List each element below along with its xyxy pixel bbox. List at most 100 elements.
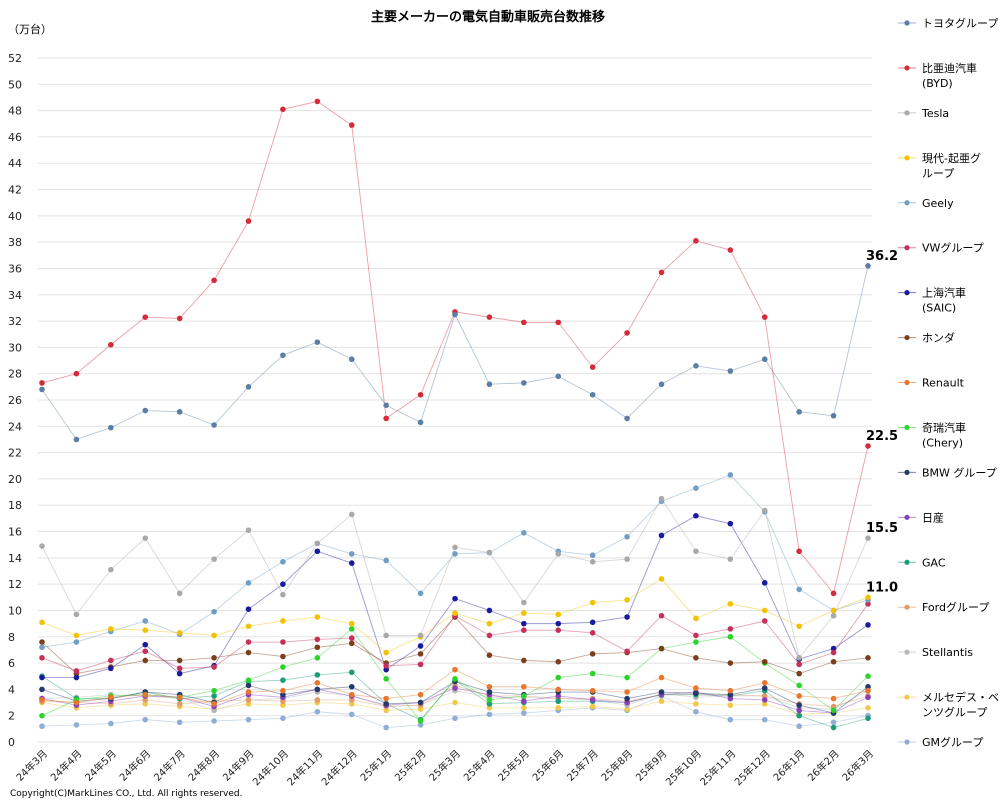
series-line [41,474,869,648]
series-line [41,628,869,722]
data-point [348,560,355,566]
legend-swatch-marker [904,245,910,251]
data-point [73,699,80,706]
data-point [314,614,321,620]
data-point [176,590,183,597]
data-point [383,676,389,682]
data-point [727,691,734,698]
data-point [245,682,252,689]
x-tick-label: 25年3月 [426,747,463,784]
legend-label: 現代-起亜グ [922,151,981,165]
data-point [589,670,596,677]
data-point [589,391,596,398]
copyright-text: Copyright(C)MarkLines CO., Ltd. All righ… [10,789,242,799]
data-point [417,661,424,668]
data-point [314,680,321,686]
data-point [761,618,768,624]
data-point [211,608,217,615]
legend-swatch-marker [904,290,910,296]
series-line [41,497,869,659]
data-point [176,670,183,677]
data-point [830,703,837,710]
data-point [796,693,802,699]
series-layer [39,98,871,731]
data-point [245,701,252,707]
data-point [693,655,699,661]
data-point [521,698,527,705]
y-axis-unit-label: （万台） [8,22,52,36]
series-group [39,698,871,718]
data-point [761,697,768,703]
data-point [486,607,493,614]
data-point [865,694,871,701]
data-point [348,635,355,641]
data-point [280,618,286,624]
data-point [796,702,802,708]
data-point [727,601,734,607]
data-point [348,640,355,647]
x-axis-ticks: 24年3月24年4月24年5月24年6月24年7月24年8月24年9月24年10… [13,747,876,788]
legend-swatch-marker [904,469,910,475]
data-point [589,697,596,703]
data-point [624,648,630,655]
data-point [555,611,562,618]
data-point [73,611,80,618]
y-tick-label: 38 [8,236,22,249]
data-point [142,618,149,624]
data-point [693,512,699,519]
data-point [624,614,630,620]
data-point [658,532,665,539]
data-point [383,662,389,669]
legend-label: (Chery) [922,436,963,449]
data-point [555,705,562,711]
x-tick-label: 24年5月 [82,747,119,784]
data-point [211,422,217,428]
data-point [348,620,355,627]
data-point [830,607,837,614]
data-point [693,701,699,707]
y-tick-label: 20 [8,473,22,486]
data-point [521,620,527,627]
data-point [245,623,252,630]
data-point [245,689,252,695]
legend-item: GAC [898,556,946,569]
y-tick-label: 32 [8,315,22,328]
legend-item: Geely [898,197,954,210]
data-point [39,697,45,703]
legend-item: ホンダ [898,331,955,345]
data-point [314,644,321,651]
data-point [142,701,149,707]
data-point [280,653,286,660]
series-group [39,263,871,443]
data-point [796,623,802,630]
data-point [211,693,217,699]
legend-label: 日産 [922,511,944,524]
data-point [39,655,45,661]
data-point [73,722,80,728]
data-point [383,649,389,656]
data-point [727,695,734,702]
legend-item: Fordグループ [898,600,989,614]
data-point [176,694,183,701]
legend-swatch-marker [904,155,910,161]
data-point [521,710,527,716]
data-point [486,683,493,690]
data-point [245,639,252,645]
legend-swatch-marker [904,514,910,520]
y-tick-label: 24 [8,420,22,433]
data-point [39,619,45,626]
data-point [521,657,527,664]
x-tick-label: 26年3月 [839,747,876,784]
data-point [245,580,252,586]
data-point [727,687,734,694]
data-point [796,586,802,593]
data-point [417,691,424,698]
data-point [727,626,734,632]
data-point [486,632,493,639]
data-point [280,691,286,698]
data-point [452,610,458,616]
legend-item: Renault [898,377,965,390]
data-point [796,707,802,714]
series-group [39,626,871,724]
x-tick-label: 25年10月 [663,747,704,788]
